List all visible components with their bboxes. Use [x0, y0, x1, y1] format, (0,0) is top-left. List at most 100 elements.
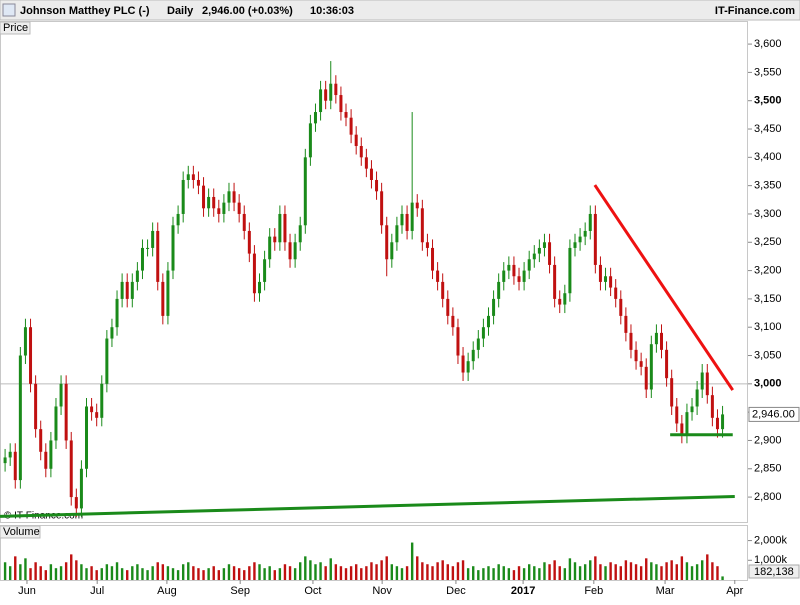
trend-line — [593, 184, 734, 391]
candle-body — [441, 281, 445, 299]
candle-body — [329, 83, 333, 101]
candle-body — [283, 213, 287, 243]
x-tick-label: Jul — [90, 585, 104, 597]
candle-body — [273, 236, 277, 243]
candle-body — [242, 213, 246, 231]
candle-body — [405, 213, 409, 231]
volume-bar — [375, 564, 378, 580]
candle-body — [151, 230, 155, 248]
candle-body — [298, 225, 302, 243]
candle-body — [466, 361, 470, 373]
candle-body — [563, 293, 567, 305]
candle-body — [446, 298, 450, 316]
candle-body — [690, 406, 694, 413]
volume-bar — [522, 568, 526, 580]
candle-body — [456, 327, 460, 356]
volume-bar — [319, 562, 322, 580]
candle-body — [125, 281, 129, 299]
candle-body — [461, 355, 465, 373]
volume-bar — [482, 568, 485, 580]
candle-body — [639, 361, 643, 367]
candle-body — [598, 264, 602, 282]
menu-icon[interactable] — [2, 3, 16, 17]
chart-title: Johnson Matthey PLC (-) — [20, 5, 150, 17]
volume-bar — [29, 568, 32, 580]
volume-bar — [543, 562, 546, 580]
candle-body — [721, 414, 725, 430]
volume-bar — [619, 566, 622, 580]
candle-body — [634, 349, 638, 362]
candle-body — [146, 247, 150, 249]
volume-bar — [304, 556, 307, 580]
volume-bar — [8, 566, 12, 580]
volume-bar — [339, 566, 343, 580]
volume-bar — [59, 566, 63, 580]
volume-bar — [232, 566, 236, 580]
x-tick-label: Sep — [230, 585, 250, 597]
last-volume-box — [748, 564, 800, 579]
volume-bar — [527, 564, 531, 580]
x-tick-label: Jun — [18, 585, 36, 597]
volume-bar — [187, 562, 190, 580]
volume-bar — [365, 566, 368, 580]
candle-body — [49, 440, 53, 469]
candle-body — [670, 378, 674, 407]
volume-bar — [410, 542, 414, 580]
volume-bar — [477, 570, 480, 580]
volume-bar — [472, 566, 475, 580]
candle-body — [369, 168, 373, 180]
candle-body — [375, 179, 379, 192]
candle-body — [237, 202, 241, 214]
volume-bar — [156, 562, 159, 580]
volume-bar — [80, 564, 83, 580]
candle-body — [700, 372, 704, 390]
candle-body — [140, 247, 144, 271]
volume-bar — [243, 570, 246, 580]
candle-body — [420, 208, 424, 243]
volume-bar — [436, 562, 439, 580]
volume-bar — [293, 568, 297, 580]
candle-body — [181, 179, 185, 214]
volume-bar — [548, 564, 551, 580]
volume-bar — [685, 562, 689, 580]
volume-bar — [583, 564, 587, 580]
volume-bar — [594, 556, 597, 580]
candle-body — [95, 412, 99, 418]
volume-bar — [110, 566, 114, 580]
source: IT-Finance.com — [715, 5, 795, 17]
volume-bar — [360, 568, 363, 580]
quote: 2,946.00 (+0.03%) — [202, 5, 293, 17]
volume-bar — [624, 560, 628, 580]
volume-bar — [202, 570, 205, 580]
volume-bar — [431, 566, 434, 580]
volume-bar — [701, 560, 704, 580]
last-volume-label: 182,138 — [754, 566, 794, 578]
volume-bar — [222, 568, 226, 580]
volume-bar — [639, 566, 643, 580]
volume-bar — [645, 558, 648, 580]
candle-body — [100, 383, 104, 418]
volume-bar — [349, 566, 353, 580]
volume-bar — [39, 566, 42, 580]
candle-body — [522, 270, 526, 282]
candle-body — [207, 196, 211, 209]
volume-bar — [634, 564, 638, 580]
volume-bar — [237, 568, 241, 580]
y-tick-label: 3,200 — [754, 264, 782, 276]
candle-body — [395, 225, 399, 243]
candle-body — [29, 327, 33, 384]
volume-bar — [212, 566, 215, 580]
candle-body — [13, 451, 17, 481]
volume-bar — [670, 560, 673, 580]
candle-body — [364, 157, 368, 169]
candle-body — [258, 281, 262, 294]
candle-body — [476, 338, 480, 350]
candle-body — [644, 366, 648, 390]
volume-bar — [49, 564, 53, 580]
volume-bar — [416, 556, 419, 580]
volume-bar — [706, 554, 709, 580]
volume-bar — [115, 562, 119, 580]
volume-bar — [370, 562, 373, 580]
candle-body — [710, 395, 714, 418]
volume-bar — [161, 564, 165, 580]
